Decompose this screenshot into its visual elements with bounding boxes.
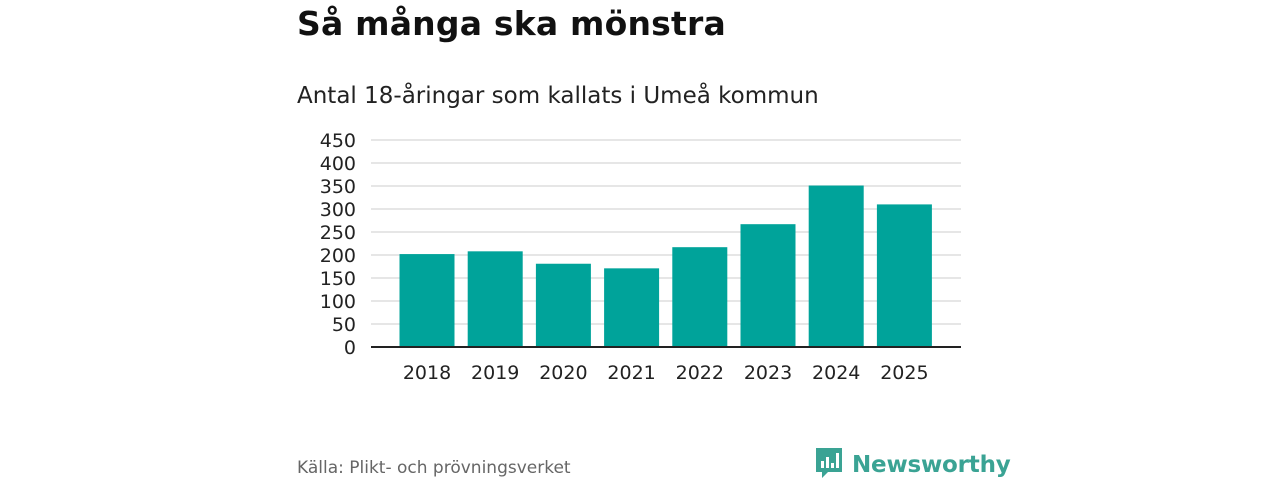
y-tick-label: 350	[320, 176, 356, 198]
bar-2022[interactable]	[672, 247, 728, 347]
y-tick-label: 150	[320, 268, 356, 290]
bar-2020[interactable]	[535, 263, 591, 347]
chart-title: Så många ska mönstra	[297, 4, 726, 43]
x-tick-label: 2023	[744, 362, 792, 384]
brand-logo[interactable]: Newsworthy	[814, 446, 1011, 480]
y-tick-label: 50	[332, 314, 356, 336]
y-tick-label: 300	[320, 199, 356, 221]
x-tick-label: 2025	[880, 362, 928, 384]
bar-2019[interactable]	[467, 251, 523, 347]
x-tick-label: 2024	[812, 362, 860, 384]
x-tick-label: 2020	[539, 362, 587, 384]
x-tick-label: 2022	[676, 362, 724, 384]
y-tick-label: 0	[344, 337, 356, 359]
y-tick-label: 400	[320, 153, 356, 175]
bar-2018[interactable]	[399, 254, 455, 347]
bar-2025[interactable]	[876, 204, 932, 347]
brand-name: Newsworthy	[852, 452, 1011, 478]
bar-chart-speech-icon	[814, 446, 844, 480]
source-note: Källa: Plikt- och prövningsverket	[297, 458, 571, 478]
x-tick-label: 2019	[471, 362, 519, 384]
x-tick-label: 2021	[607, 362, 655, 384]
y-tick-label: 250	[320, 222, 356, 244]
x-tick-label: 2018	[403, 362, 451, 384]
bars	[399, 185, 932, 347]
gridlines	[371, 139, 961, 325]
x-axis-ticks: 2018 2019 2020 2021 2022 2023 2024 2025	[403, 362, 929, 384]
y-tick-label: 100	[320, 291, 356, 313]
bar-2024[interactable]	[808, 185, 864, 347]
bar-2021[interactable]	[604, 268, 660, 347]
bar-2023[interactable]	[740, 224, 796, 347]
y-tick-label: 200	[320, 245, 356, 267]
y-tick-label: 450	[320, 130, 356, 152]
chart-subtitle: Antal 18-åringar som kallats i Umeå komm…	[297, 83, 819, 109]
